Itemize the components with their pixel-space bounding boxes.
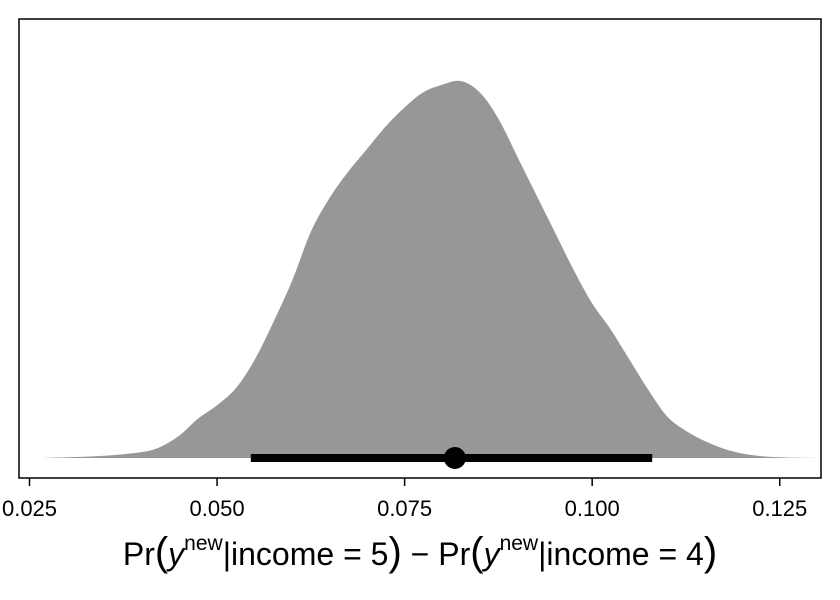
x-axis-title-paren-close-2: ) (704, 530, 717, 574)
x-axis-title-paren-open-2: ( (470, 530, 484, 574)
x-tick-label: 0.100 (565, 496, 620, 521)
x-axis-title-val2: 4 (686, 536, 704, 572)
point-estimate-dot (443, 447, 466, 469)
x-axis-title-y1: y (166, 536, 186, 572)
x-tick-label: 0.050 (190, 496, 245, 521)
x-axis-title-cond1: |income (223, 536, 334, 572)
x-axis-title-eq2: = (650, 536, 686, 572)
x-axis-title-sup1: new (184, 532, 223, 555)
x-axis-title-y2: y (482, 536, 502, 572)
x-tick-label: 0.025 (2, 496, 57, 521)
x-axis-title-cond2: |income (538, 536, 649, 572)
x-axis-title-pr2: Pr (438, 536, 470, 572)
x-axis-title-paren-close-1: ) (388, 530, 401, 574)
x-axis-title-pr1: Pr (123, 536, 155, 572)
x-tick-label: 0.075 (377, 496, 432, 521)
x-axis-title-paren-open-1: ( (155, 530, 169, 574)
density-area (40, 80, 818, 459)
x-axis-title-val1: 5 (371, 536, 389, 572)
x-axis-ticks: 0.025 0.050 0.075 0.100 0.125 (2, 478, 807, 521)
x-axis-title-sup2: new (500, 532, 539, 555)
x-axis-title: Pr(ynew|income = 5) − Pr(ynew|income = 4… (123, 530, 717, 574)
plot-frame (18, 18, 822, 479)
x-axis-title-eq1: = (334, 536, 370, 572)
x-axis-title-minus: − (402, 536, 438, 572)
x-tick-label: 0.125 (752, 496, 807, 521)
